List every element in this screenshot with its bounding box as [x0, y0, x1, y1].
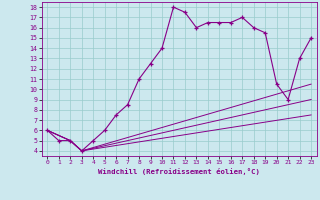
X-axis label: Windchill (Refroidissement éolien,°C): Windchill (Refroidissement éolien,°C) [98, 168, 260, 175]
